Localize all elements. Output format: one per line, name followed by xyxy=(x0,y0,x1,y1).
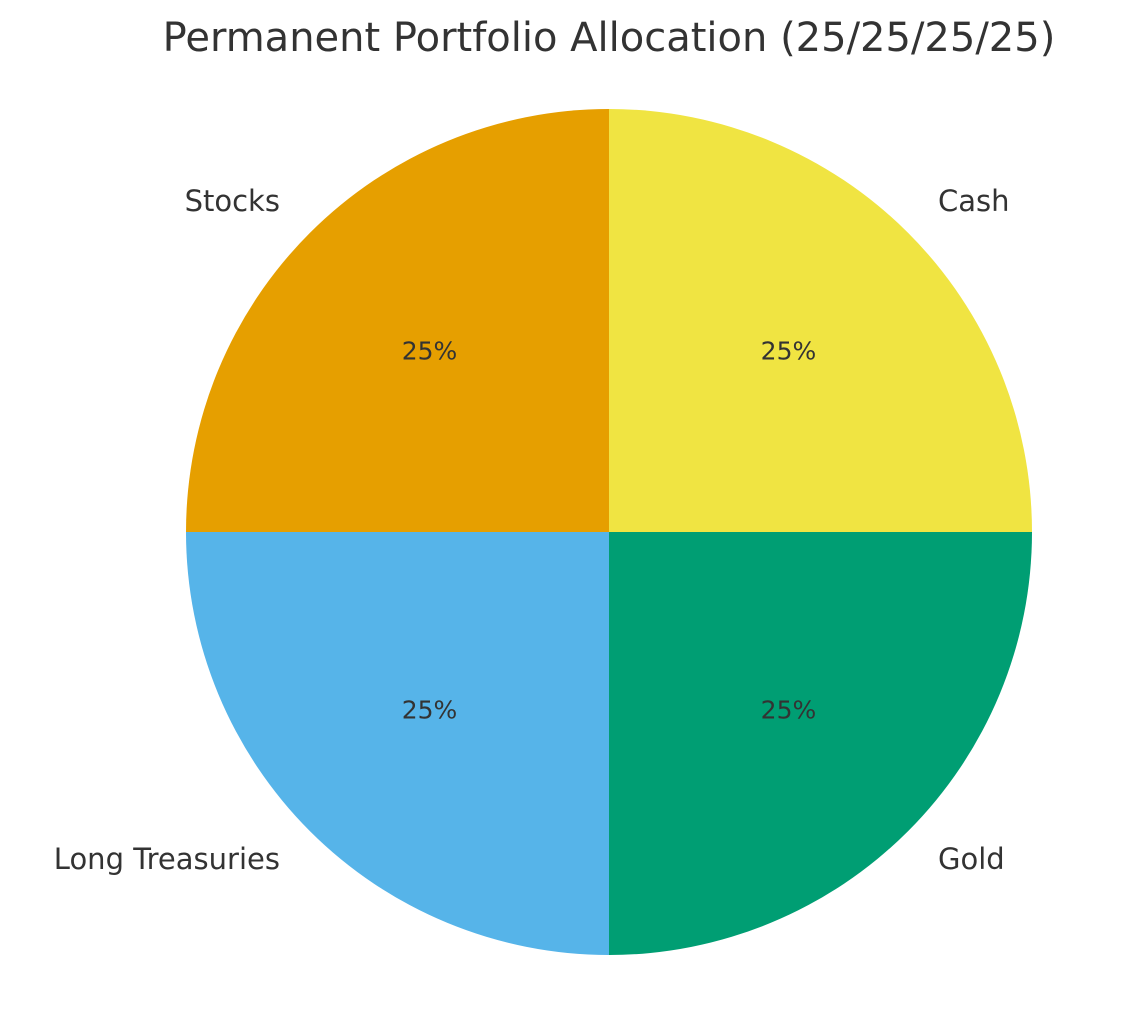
pie-slice xyxy=(186,532,609,955)
slice-label: Gold xyxy=(938,842,1005,876)
value-label: 25% xyxy=(761,337,817,366)
value-label: 25% xyxy=(402,337,458,366)
value-label: 25% xyxy=(761,695,817,724)
pie-slice xyxy=(609,532,1032,955)
pie-slice xyxy=(186,109,609,532)
slice-label: Long Treasuries xyxy=(54,842,280,876)
pie-slice xyxy=(609,109,1032,532)
chart-title: Permanent Portfolio Allocation (25/25/25… xyxy=(163,15,1056,61)
value-label: 25% xyxy=(402,695,458,724)
slice-label: Cash xyxy=(938,184,1010,218)
slice-label: Stocks xyxy=(185,184,280,218)
